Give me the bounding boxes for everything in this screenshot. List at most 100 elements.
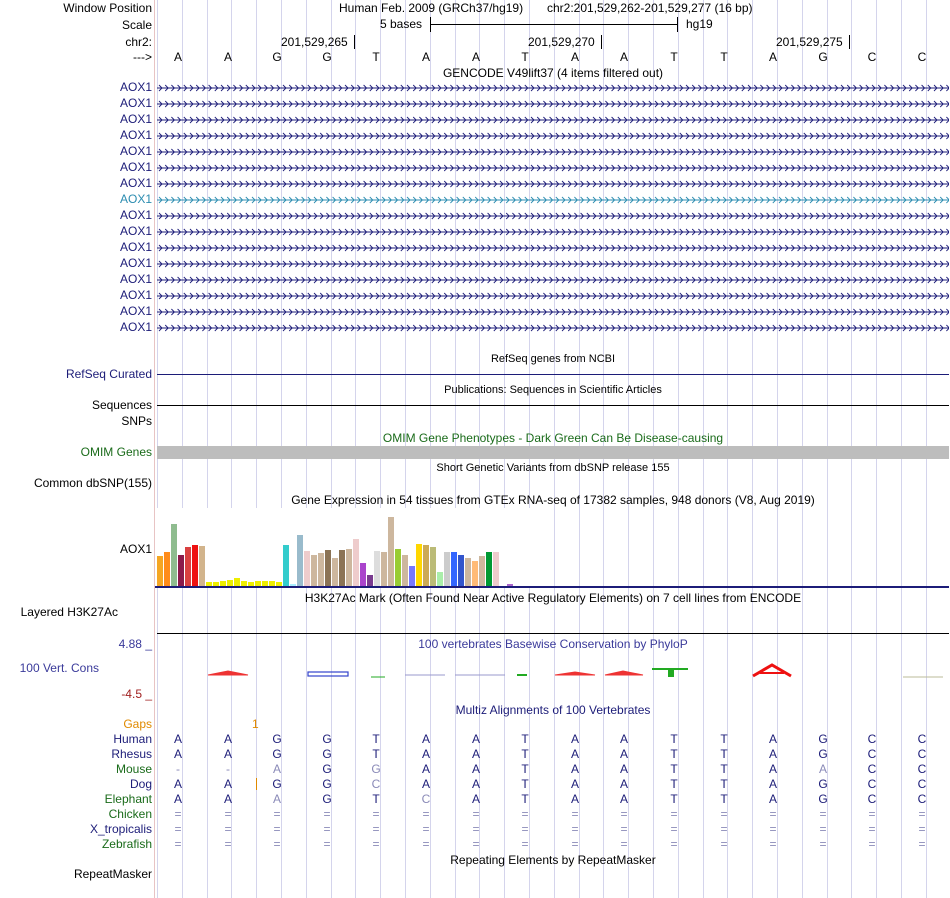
species-label[interactable]: Rhesus [111,747,152,761]
refseq-label[interactable]: RefSeq Curated [65,367,152,381]
species-label[interactable]: X_tropicalis [89,822,152,836]
refseq-track-title[interactable]: RefSeq genes from NCBI [490,353,616,365]
gtex-tissue-bar[interactable] [304,551,310,586]
species-label[interactable]: Zebrafish [101,837,152,851]
gtex-tissue-bar[interactable] [241,581,247,586]
gencode-gene-label[interactable]: AOX1 [119,176,152,190]
species-label[interactable]: Human [113,732,152,746]
dbsnp-track-title[interactable]: Short Genetic Variants from dbSNP releas… [436,462,670,474]
gtex-tissue-bar[interactable] [325,550,331,586]
species-label[interactable]: Elephant [104,792,152,806]
gencode-transcript[interactable] [157,163,949,173]
gtex-track-title[interactable]: Gene Expression in 54 tissues from GTEx … [291,493,815,507]
omim-track-title[interactable]: OMIM Gene Phenotypes - Dark Green Can Be… [382,431,724,445]
gtex-tissue-bar[interactable] [507,584,513,586]
dbsnp-label[interactable]: Common dbSNP(155) [33,476,152,490]
gaps-label[interactable]: Gaps [123,717,152,731]
gencode-gene-label[interactable]: AOX1 [119,144,152,158]
gencode-transcript[interactable] [157,307,949,317]
gtex-tissue-bar[interactable] [444,552,450,586]
gtex-tissue-bar[interactable] [339,550,345,586]
gtex-tissue-bar[interactable] [472,561,478,586]
gtex-tissue-bar[interactable] [206,582,212,586]
gencode-transcript[interactable] [157,211,949,221]
gtex-tissue-bar[interactable] [185,547,191,586]
repeatmasker-track-title[interactable]: Repeating Elements by RepeatMasker [450,853,656,867]
species-label[interactable]: Chicken [108,807,152,821]
gencode-transcript[interactable] [157,179,949,189]
gencode-gene-label[interactable]: AOX1 [119,128,152,142]
gtex-tissue-bar[interactable] [374,551,380,586]
gencode-transcript[interactable] [157,83,949,93]
gtex-tissue-bar[interactable] [493,552,499,586]
species-label[interactable]: Dog [129,777,152,791]
repeatmasker-label[interactable]: RepeatMasker [73,867,152,881]
gtex-tissue-bar[interactable] [290,584,296,586]
gtex-tissue-bar[interactable] [248,582,254,586]
gtex-tissue-bar[interactable] [164,552,170,586]
phylop-label[interactable]: 100 Vert. Cons [19,661,99,675]
gtex-tissue-bar[interactable] [451,552,457,586]
gtex-label[interactable]: AOX1 [119,542,152,556]
gencode-gene-label[interactable]: AOX1 [119,192,152,206]
gtex-tissue-bar[interactable] [388,517,394,586]
gencode-gene-label[interactable]: AOX1 [119,112,152,126]
gencode-transcript[interactable] [157,115,949,125]
gtex-tissue-bar[interactable] [381,552,387,586]
gencode-gene-label[interactable]: AOX1 [119,272,152,286]
gencode-transcript[interactable] [157,195,949,205]
gtex-tissue-bar[interactable] [430,547,436,586]
gtex-tissue-bar[interactable] [346,549,352,586]
gencode-gene-label[interactable]: AOX1 [119,208,152,222]
phylop-plot[interactable] [155,660,950,690]
gencode-gene-label[interactable]: AOX1 [119,96,152,110]
h3k27ac-label[interactable]: Layered H3K27Ac [20,605,118,619]
gtex-tissue-bar[interactable] [409,566,415,586]
gtex-tissue-bar[interactable] [367,575,373,586]
gtex-tissue-bar[interactable] [283,545,289,586]
omim-gene-bar[interactable] [157,446,949,459]
gtex-tissue-bar[interactable] [465,558,471,586]
gtex-tissue-bar[interactable] [192,545,198,586]
publications-label-sequences[interactable]: Sequences [91,398,152,412]
gencode-transcript[interactable] [157,99,949,109]
gencode-gene-label[interactable]: AOX1 [119,288,152,302]
gencode-track-title[interactable]: GENCODE V49lift37 (4 items filtered out) [442,66,664,80]
gtex-tissue-bar[interactable] [318,553,324,586]
publications-track-title[interactable]: Publications: Sequences in Scientific Ar… [444,384,662,396]
omim-label[interactable]: OMIM Genes [80,445,152,459]
gencode-transcript[interactable] [157,259,949,269]
gtex-tissue-bar[interactable] [255,581,261,586]
gencode-gene-label[interactable]: AOX1 [119,240,152,254]
gencode-transcript[interactable] [157,227,949,237]
gtex-tissue-bar[interactable] [416,544,422,586]
phylop-track-title[interactable]: 100 vertebrates Basewise Conservation by… [418,637,688,651]
gtex-tissue-bar[interactable] [353,539,359,586]
gtex-tissue-bar[interactable] [486,552,492,586]
multiz-track-title[interactable]: Multiz Alignments of 100 Vertebrates [455,703,651,717]
publications-line[interactable] [157,405,949,406]
gencode-transcript[interactable] [157,323,949,333]
gtex-tissue-bar[interactable] [276,582,282,586]
gtex-tissue-bar[interactable] [269,581,275,586]
h3k27ac-track-title[interactable]: H3K27Ac Mark (Often Found Near Active Re… [304,591,802,605]
gencode-transcript[interactable] [157,243,949,253]
gencode-transcript[interactable] [157,131,949,141]
gencode-gene-label[interactable]: AOX1 [119,256,152,270]
gencode-transcript[interactable] [157,291,949,301]
gtex-tissue-bar[interactable] [395,549,401,586]
gtex-tissue-bar[interactable] [423,545,429,586]
gencode-gene-label[interactable]: AOX1 [119,304,152,318]
gtex-tissue-bar[interactable] [171,524,177,586]
gencode-gene-label[interactable]: AOX1 [119,80,152,94]
gencode-gene-label[interactable]: AOX1 [119,160,152,174]
gtex-tissue-bar[interactable] [178,555,184,586]
publications-label-snps[interactable]: SNPs [121,414,152,428]
gtex-tissue-bar[interactable] [332,558,338,586]
gtex-tissue-bar[interactable] [227,580,233,586]
gtex-tissue-bar[interactable] [220,581,226,586]
gencode-transcript[interactable] [157,147,949,157]
gtex-tissue-bar[interactable] [437,572,443,586]
gtex-tissue-bar[interactable] [458,555,464,586]
refseq-gene-line[interactable] [157,374,949,375]
